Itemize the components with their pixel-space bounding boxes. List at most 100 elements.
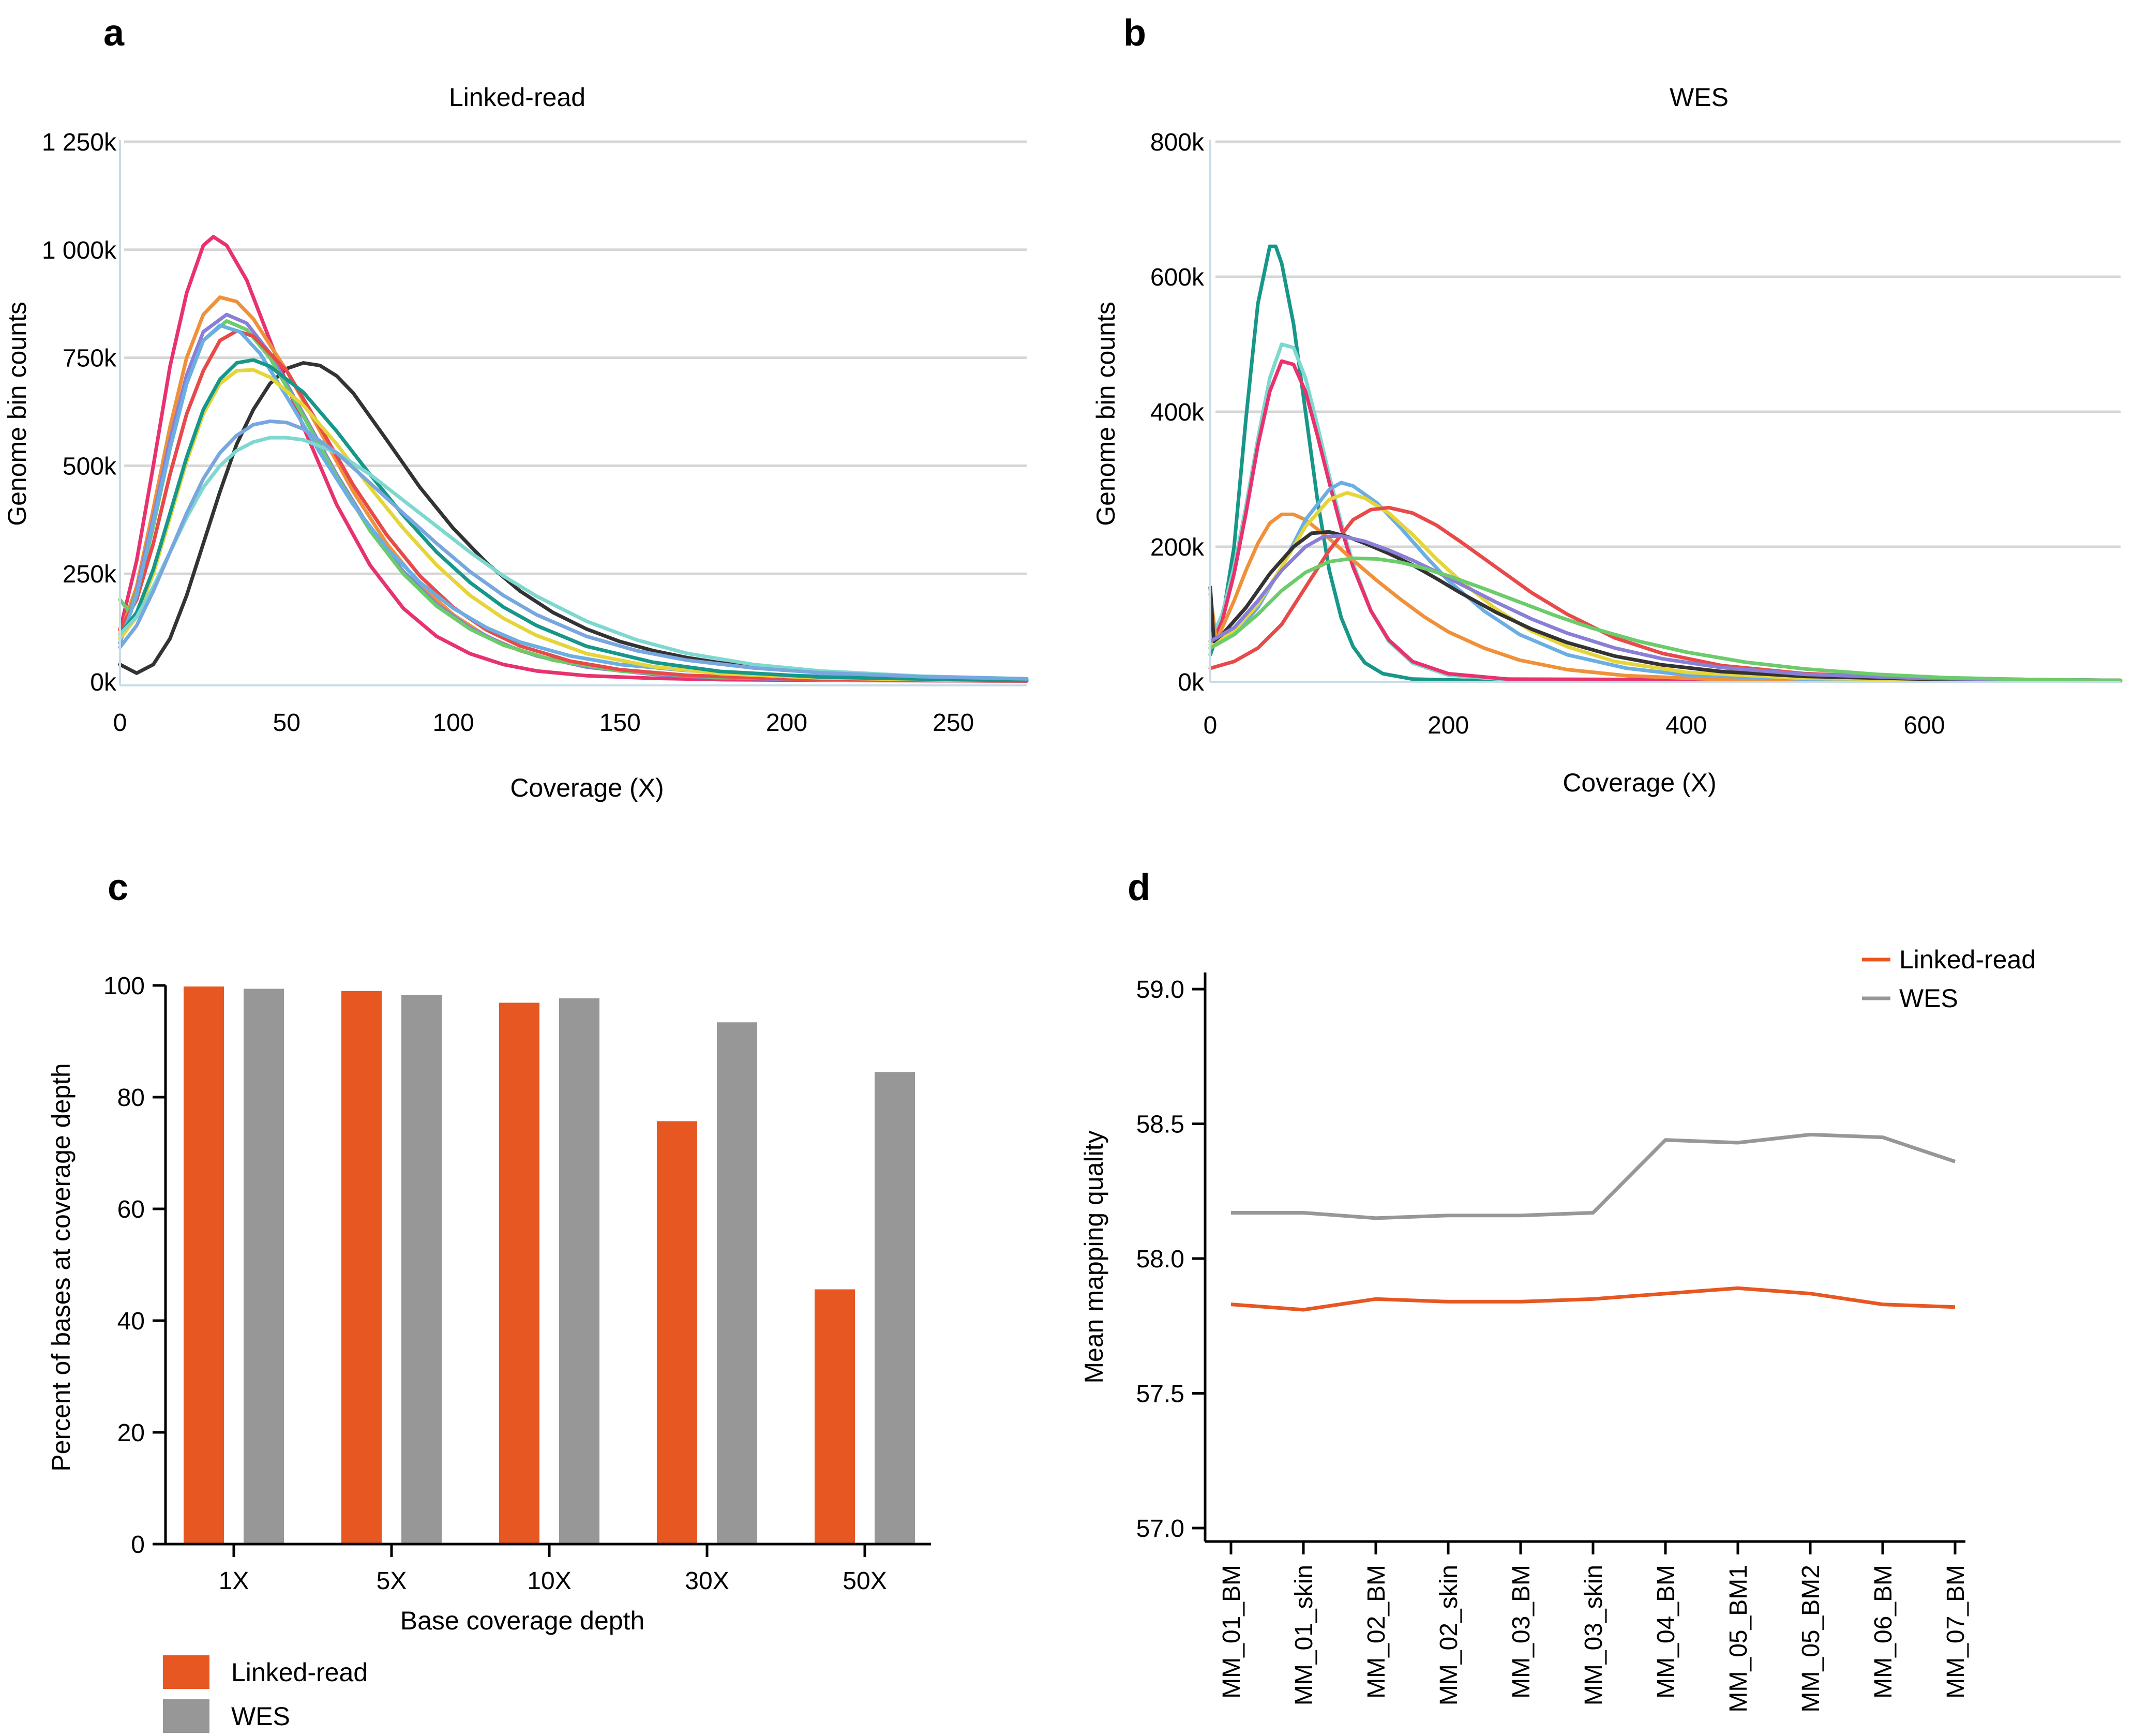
panel-c-legend-label-wes: WES (231, 1702, 290, 1731)
panel-a-gridlines (124, 140, 1027, 575)
panel-c-y-ticks: 0 20 40 60 80 100 (103, 972, 166, 1559)
a-y-tick-label: 1 250k (42, 129, 117, 156)
panel-a-linked-read-coverage: Linked-read 0k 250k 500k 750k 1 000k 1 250k 0… (3, 83, 1029, 802)
panel-d-legend-label-linked-read: Linked-read (1899, 945, 2036, 974)
a-x-tick-label: 50 (273, 709, 301, 737)
c-bar-1X-Linked-read (184, 986, 224, 1544)
b-y-tick-label: 800k (1150, 129, 1205, 156)
panel-label-b: b (1123, 12, 1146, 54)
panel-label-d: d (1128, 867, 1150, 908)
d-x-tick-label: MM_07_BM (1942, 1565, 1970, 1699)
b-y-tick-label: 0k (1178, 669, 1205, 696)
panel-b-gridlines (1215, 140, 2121, 548)
b-series-line-9 (1208, 556, 2123, 682)
a-x-tick-label: 250 (933, 709, 974, 737)
b-series-line-3 (1208, 512, 2123, 683)
b-y-tick-label: 400k (1150, 399, 1205, 426)
c-bar-10X-WES (559, 998, 599, 1544)
panel-c-x-ticks: 1X 5X 10X 30X 50X (219, 1544, 887, 1595)
a-series-line-5 (118, 329, 1029, 683)
d-x-tick-label: MM_02_BM (1363, 1565, 1390, 1699)
panel-b-y-label: Genome bin counts (1091, 302, 1120, 526)
c-bar-5X-Linked-read (341, 991, 382, 1544)
panel-a-title: Linked-read (449, 83, 585, 112)
panel-d-legend: Linked-read WES (1862, 945, 2036, 1013)
d-y-tick-label: 58.0 (1136, 1246, 1184, 1273)
d-series-line-WES (1231, 1132, 1956, 1220)
a-series-line-4 (118, 319, 1029, 683)
c-y-tick-label: 60 (117, 1196, 145, 1223)
panel-b-x-label: Coverage (X) (1563, 768, 1716, 797)
d-y-tick-label: 59.0 (1136, 976, 1184, 1004)
a-x-tick-label: 0 (113, 709, 127, 737)
b-series-line-5 (1208, 491, 2123, 683)
d-y-tick-label: 57.0 (1136, 1515, 1184, 1543)
panel-c-legend-swatch-wes (163, 1699, 209, 1733)
c-bar-10X-Linked-read (499, 1002, 539, 1544)
a-y-tick-label: 250k (63, 561, 117, 588)
panel-c-bars (184, 986, 915, 1544)
b-y-tick-label: 600k (1150, 264, 1205, 291)
panel-d-legend-label-wes: WES (1899, 984, 1958, 1013)
c-bar-30X-WES (717, 1022, 757, 1544)
d-series-line-Linked-read (1230, 1286, 1956, 1312)
c-y-tick-label: 100 (103, 972, 145, 1000)
b-x-tick-label: 0 (1204, 712, 1218, 739)
panel-c-x-label: Base coverage depth (400, 1606, 645, 1635)
c-bar-1X-WES (244, 989, 284, 1544)
panel-label-c: c (108, 867, 128, 908)
d-x-tick-label: MM_03_skin (1580, 1565, 1608, 1705)
panel-b-series (1208, 244, 2123, 683)
c-y-tick-label: 40 (117, 1308, 145, 1335)
d-y-tick-label: 57.5 (1136, 1380, 1184, 1408)
a-x-tick-label: 200 (766, 709, 807, 737)
c-x-tick-label: 5X (377, 1567, 407, 1595)
panel-a-y-ticks: 0k 250k 500k 750k 1 000k 1 250k (42, 129, 117, 696)
b-series-line-6 (1208, 505, 2123, 682)
panel-c-legend-swatch-linked-read (163, 1655, 209, 1689)
panel-c-legend: Linked-read WES (163, 1655, 368, 1733)
c-bar-50X-WES (875, 1072, 915, 1544)
panel-a-x-label: Coverage (X) (510, 773, 664, 802)
panel-b-x-ticks: 0 200 400 600 (1204, 712, 1945, 739)
panel-a-y-label: Genome bin counts (3, 302, 32, 526)
d-x-tick-label: MM_06_BM (1870, 1565, 1897, 1699)
panel-d-series (1230, 1132, 1956, 1312)
a-series-line-1 (118, 235, 1029, 683)
a-y-tick-label: 1 000k (42, 237, 117, 264)
panel-c-y-label: Percent of bases at coverage depth (47, 1063, 76, 1471)
a-y-tick-label: 750k (63, 345, 117, 372)
d-x-tick-label: MM_03_BM (1508, 1565, 1535, 1699)
c-bar-5X-WES (401, 995, 442, 1544)
c-y-tick-label: 20 (117, 1419, 145, 1447)
c-y-tick-label: 80 (117, 1084, 145, 1112)
d-x-tick-label: MM_05_BM1 (1725, 1565, 1752, 1712)
panel-label-a: a (103, 12, 125, 54)
c-x-tick-label: 10X (527, 1567, 571, 1595)
a-y-tick-label: 0k (90, 669, 117, 696)
a-x-tick-label: 150 (599, 709, 641, 737)
d-x-tick-label: MM_04_BM (1653, 1565, 1680, 1699)
d-x-tick-label: MM_05_BM2 (1797, 1565, 1825, 1712)
b-series-line-2 (1208, 359, 2123, 683)
b-series-line-0 (1208, 244, 2123, 683)
b-x-tick-label: 200 (1428, 712, 1469, 739)
b-x-tick-label: 400 (1665, 712, 1707, 739)
a-series-line-6 (118, 323, 1029, 682)
panel-c-legend-label-linked-read: Linked-read (231, 1658, 368, 1687)
a-series-line-9 (118, 436, 1029, 681)
c-x-tick-label: 1X (219, 1567, 249, 1595)
panel-c-percent-bases: 0 20 40 60 80 100 1X 5X 10X 30X 50X Base coverage… (47, 972, 931, 1733)
a-series-line-8 (118, 358, 1029, 682)
b-y-tick-label: 200k (1150, 534, 1205, 561)
panel-d-mapping-quality: 57.057.558.058.559.0 MM_01_BM MM_01_skin M… (1079, 945, 2036, 1712)
panel-d-x-ticks: MM_01_BM MM_01_skin MM_02_BM MM_02_skin MM_0… (1218, 1542, 1970, 1712)
panel-b-wes-coverage: WES 0k 200k 400k 600k 800k 0 200 400 600 Covera… (1091, 83, 2123, 797)
b-series-line-4 (1208, 481, 2123, 683)
d-x-tick-label: MM_01_BM (1218, 1565, 1245, 1699)
a-series-line-10 (118, 419, 1029, 681)
panel-b-title: WES (1670, 83, 1729, 112)
panel-a-x-ticks: 0 50 100 150 200 250 (113, 709, 974, 737)
panel-d-y-ticks: 57.0 57.5 58.0 58.5 59.0 (1136, 976, 1205, 1543)
